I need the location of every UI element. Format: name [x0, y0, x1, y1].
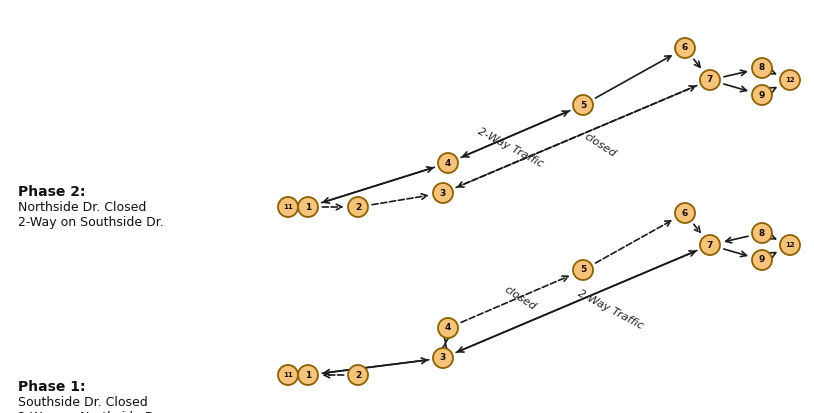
- Circle shape: [752, 223, 772, 243]
- Circle shape: [438, 318, 458, 338]
- Text: closed: closed: [582, 131, 618, 159]
- Circle shape: [780, 70, 800, 90]
- Circle shape: [752, 85, 772, 105]
- Circle shape: [675, 38, 695, 58]
- Text: 7: 7: [707, 76, 713, 85]
- Circle shape: [298, 365, 318, 385]
- Circle shape: [780, 235, 800, 255]
- Text: 5: 5: [580, 100, 586, 109]
- Circle shape: [298, 197, 318, 217]
- Text: 5: 5: [580, 266, 586, 275]
- Text: 8: 8: [759, 64, 765, 73]
- Text: 6: 6: [682, 43, 688, 52]
- Circle shape: [700, 235, 720, 255]
- Text: 2-Way Traffic: 2-Way Traffic: [475, 126, 545, 169]
- Circle shape: [573, 260, 593, 280]
- Circle shape: [700, 70, 720, 90]
- Text: 12: 12: [786, 77, 794, 83]
- Text: closed: closed: [502, 284, 538, 312]
- Text: 12: 12: [786, 242, 794, 248]
- Text: 2: 2: [355, 202, 361, 211]
- Text: 2-Way Traffic: 2-Way Traffic: [575, 289, 645, 332]
- Circle shape: [433, 348, 453, 368]
- Text: 9: 9: [759, 90, 765, 100]
- Text: 11: 11: [283, 204, 293, 210]
- Circle shape: [573, 95, 593, 115]
- Circle shape: [348, 365, 368, 385]
- Text: 4: 4: [444, 159, 451, 168]
- Text: 9: 9: [759, 256, 765, 264]
- Text: 1: 1: [305, 202, 311, 211]
- Circle shape: [752, 250, 772, 270]
- Circle shape: [278, 197, 298, 217]
- Text: 4: 4: [444, 323, 451, 332]
- Text: Phase 2:: Phase 2:: [18, 185, 85, 199]
- Circle shape: [752, 58, 772, 78]
- Text: 3: 3: [440, 354, 446, 363]
- Text: 1: 1: [305, 370, 311, 380]
- Text: 6: 6: [682, 209, 688, 218]
- Text: 11: 11: [283, 372, 293, 378]
- Circle shape: [348, 197, 368, 217]
- Text: Northside Dr. Closed
2-Way on Southside Dr.: Northside Dr. Closed 2-Way on Southside …: [18, 201, 164, 229]
- Text: 7: 7: [707, 240, 713, 249]
- Text: 2: 2: [355, 370, 361, 380]
- Circle shape: [438, 153, 458, 173]
- Text: Phase 1:: Phase 1:: [18, 380, 85, 394]
- Circle shape: [675, 203, 695, 223]
- Text: 3: 3: [440, 188, 446, 197]
- Circle shape: [278, 365, 298, 385]
- Circle shape: [433, 183, 453, 203]
- Text: Southside Dr. Closed
2-Way on Northside Dr.: Southside Dr. Closed 2-Way on Northside …: [18, 396, 162, 413]
- Text: 8: 8: [759, 228, 765, 237]
